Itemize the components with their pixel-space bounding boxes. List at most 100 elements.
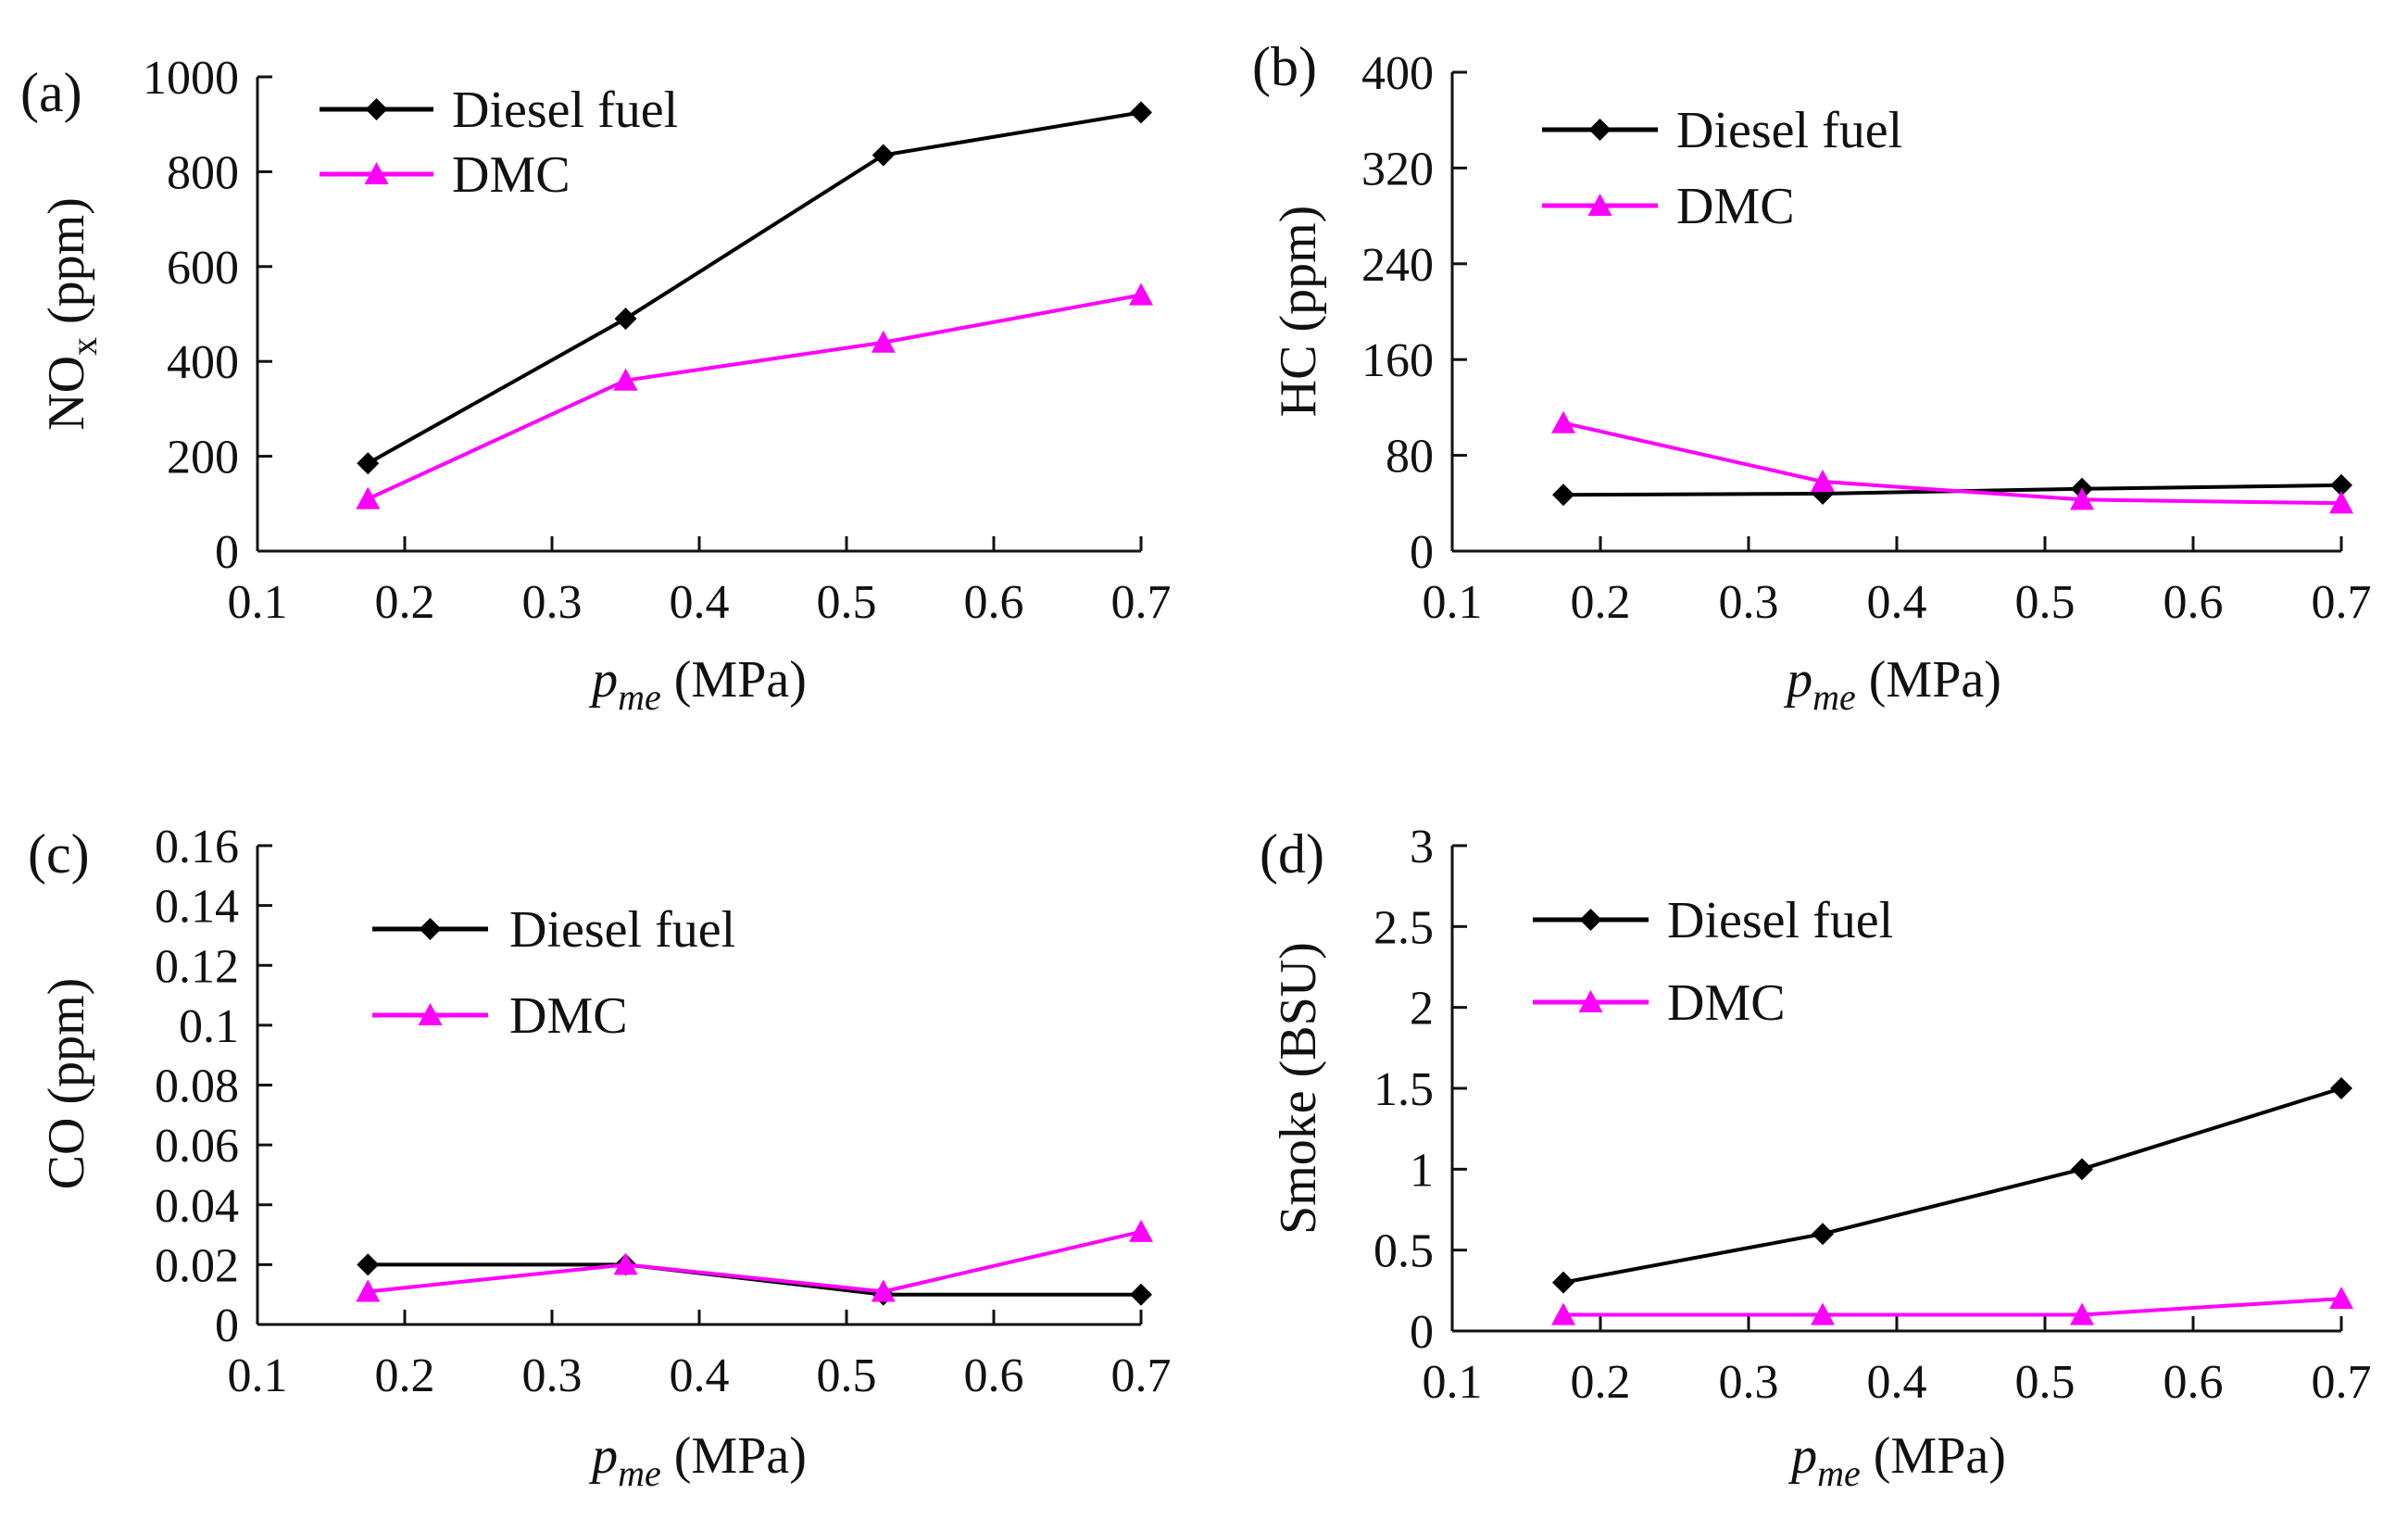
x-tick-label: 0.5	[817, 576, 877, 629]
y-axis-label: NOx(ppm)	[38, 197, 105, 431]
data-point-diesel	[357, 1253, 380, 1276]
y-tick-label: 240	[1361, 239, 1434, 292]
x-tick-label: 0.5	[817, 1350, 877, 1402]
data-point-dmc	[613, 368, 638, 391]
x-tick-label: 0.6	[964, 1350, 1024, 1402]
data-point-dmc	[871, 330, 896, 353]
y-tick-label: 0.12	[155, 940, 239, 993]
series-line-1	[1563, 1297, 2342, 1317]
y-tick-label: 2.5	[1373, 901, 1434, 954]
data-point-diesel	[1130, 101, 1152, 124]
series-line-0	[367, 110, 1142, 466]
legend-marker-dmc	[1587, 194, 1612, 217]
series-line-1	[368, 1229, 1142, 1294]
legend: Diesel fuel DMC	[1542, 102, 1902, 235]
y-tick-label: 80	[1386, 431, 1434, 483]
data-point-diesel	[2330, 473, 2352, 496]
y-tick-label: 0.02	[155, 1239, 239, 1292]
y-tick-label: 0	[1410, 526, 1434, 579]
data-point-dmc	[1551, 1302, 1575, 1325]
legend-marker-diesel	[419, 918, 442, 940]
panel-label: (d)	[1260, 823, 1324, 885]
panel-label: (a)	[20, 62, 82, 123]
y-tick-label: 400	[167, 336, 239, 389]
data-point-diesel	[2071, 1158, 2093, 1181]
data-point-dmc	[2329, 1287, 2353, 1310]
data-point-diesel	[1552, 483, 1574, 507]
legend-label-1: DMC	[1667, 974, 1786, 1032]
panel-label: (b)	[1252, 36, 1317, 97]
x-tick-label: 0.3	[1719, 576, 1779, 629]
legend: Diesel fuel DMC	[320, 82, 678, 204]
y-tick-label: 2	[1410, 983, 1434, 1036]
x-tick-label: 0.1	[1423, 576, 1483, 629]
chart-panel-1: 0 80 160 240 320 400 0.1 0.2 0.3 0.4 0.5 0.6 0.7 (b) H…	[1252, 36, 2372, 718]
y-tick-label: 1.5	[1373, 1063, 1434, 1116]
data-point-diesel	[872, 144, 895, 167]
y-tick-label: 1000	[143, 52, 239, 105]
legend-marker-dmc	[1578, 990, 1603, 1013]
data-point-dmc	[1129, 1219, 1153, 1242]
legend: Diesel fuel DMC	[1533, 892, 1893, 1032]
data-point-dmc	[1811, 1302, 1835, 1325]
y-tick-label: 0.08	[155, 1061, 239, 1113]
legend-marker-dmc	[418, 1003, 443, 1026]
y-tick-label: 3	[1410, 821, 1434, 873]
legend-label-0: Diesel fuel	[509, 901, 735, 959]
legend-label-1: DMC	[452, 146, 571, 204]
data-point-diesel	[357, 452, 380, 475]
chart-panel-0: 0 200 400 600 800 1000 0.1 0.2 0.3 0.4 0.5 0.6 0.7 (a…	[20, 52, 1172, 718]
y-tick-label: 0.14	[155, 881, 239, 934]
x-tick-label: 0.1	[228, 1350, 288, 1402]
series-line-0	[1562, 1086, 2342, 1285]
data-point-dmc	[2329, 491, 2353, 514]
x-axis-label: pme (MPa)	[1787, 1427, 2006, 1494]
legend-marker-diesel	[1588, 119, 1612, 141]
x-tick-label: 0.4	[1867, 1356, 1927, 1409]
x-tick-label: 0.6	[2163, 1356, 2224, 1409]
legend-label-0: Diesel fuel	[452, 82, 678, 139]
y-tick-label: 0	[1410, 1306, 1434, 1359]
data-point-dmc	[1551, 410, 1575, 433]
x-tick-label: 0.1	[228, 576, 288, 629]
data-point-dmc	[1811, 470, 1835, 493]
x-tick-label: 0.2	[375, 576, 435, 629]
legend-label-0: Diesel fuel	[1676, 102, 1902, 159]
legend-label-1: DMC	[1676, 178, 1795, 235]
x-axis-label: pme (MPa)	[588, 1427, 807, 1494]
data-point-dmc	[356, 1279, 381, 1302]
x-tick-label: 0.3	[522, 1350, 583, 1402]
y-tick-label: 800	[167, 146, 239, 199]
data-point-diesel	[1552, 1271, 1574, 1294]
data-point-diesel	[1812, 1223, 1834, 1246]
y-axis-label: CO(ppm)	[38, 978, 95, 1190]
x-tick-label: 0.3	[522, 576, 583, 629]
x-tick-label: 0.6	[2163, 576, 2224, 629]
series-line-1	[367, 293, 1142, 501]
y-tick-label: 400	[1361, 47, 1434, 100]
y-tick-label: 0.16	[155, 821, 239, 873]
legend-marker-diesel	[365, 98, 388, 120]
y-tick-label: 0.1	[179, 1000, 239, 1053]
data-point-dmc	[1129, 282, 1153, 306]
x-tick-label: 0.7	[2312, 576, 2372, 629]
x-tick-label: 0.2	[1571, 1356, 1631, 1409]
x-tick-label: 0.7	[2312, 1356, 2372, 1409]
x-tick-label: 0.3	[1719, 1356, 1779, 1409]
x-tick-label: 0.6	[964, 576, 1024, 629]
x-tick-label: 0.5	[2015, 1356, 2076, 1409]
x-axis-label: pme (MPa)	[588, 651, 807, 718]
x-axis-label: pme (MPa)	[1783, 651, 2001, 718]
y-tick-label: 0.5	[1373, 1225, 1434, 1278]
y-tick-label: 0.04	[155, 1180, 239, 1233]
legend-marker-dmc	[364, 162, 389, 185]
data-point-diesel	[614, 308, 637, 331]
y-axis-label: Smoke(BSU)	[1270, 942, 1327, 1235]
x-tick-label: 0.4	[670, 1350, 730, 1402]
y-tick-label: 0	[215, 1299, 239, 1352]
panel-label: (c)	[28, 823, 90, 885]
y-tick-label: 200	[167, 432, 239, 484]
data-point-dmc	[871, 1279, 896, 1302]
y-tick-label: 1	[1410, 1144, 1434, 1197]
